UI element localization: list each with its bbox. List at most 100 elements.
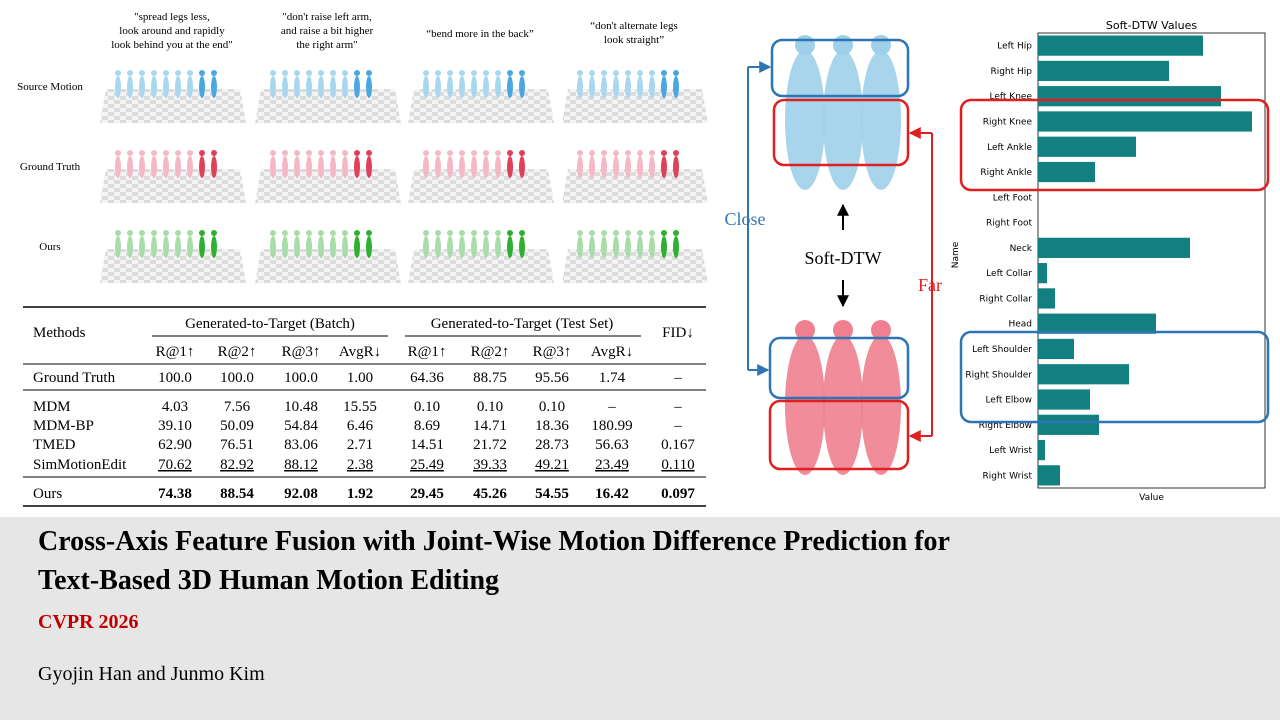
head	[589, 230, 595, 236]
body	[507, 76, 513, 98]
head	[115, 150, 121, 156]
header: R@1↑	[156, 344, 195, 360]
body	[270, 76, 276, 98]
highlight-box	[772, 98, 910, 167]
body	[447, 156, 453, 178]
head	[199, 230, 205, 236]
head	[471, 70, 477, 76]
head	[211, 70, 217, 76]
cell: 95.56	[535, 370, 569, 386]
y-tick-label: Left Ankle	[987, 143, 1032, 153]
floor	[562, 169, 708, 203]
cell: 15.55	[343, 399, 377, 415]
header: AvgR↓	[339, 344, 381, 360]
head	[318, 230, 324, 236]
head	[447, 150, 453, 156]
head	[649, 150, 655, 156]
body	[577, 236, 583, 258]
bar	[1038, 35, 1203, 56]
body	[861, 335, 901, 475]
cell: 2.71	[347, 437, 373, 453]
prompt: the right arm"	[296, 39, 357, 51]
cell: 49.21	[535, 457, 569, 473]
body	[435, 76, 441, 98]
head	[495, 230, 501, 236]
body	[577, 156, 583, 178]
body	[163, 156, 169, 178]
head	[435, 230, 441, 236]
cell: 0.110	[661, 457, 694, 473]
head	[507, 230, 513, 236]
body	[661, 236, 667, 258]
bar	[1038, 439, 1045, 461]
body	[318, 236, 324, 258]
body	[175, 236, 181, 258]
y-tick-label: Right Foot	[986, 219, 1032, 229]
body	[471, 156, 477, 178]
head	[151, 230, 157, 236]
head	[354, 150, 360, 156]
body	[519, 156, 525, 178]
cell: 54.55	[535, 486, 569, 502]
y-tick-label: Neck	[1010, 244, 1033, 254]
body	[673, 156, 679, 178]
motion-figure: "spread legs less, look around and rapidl…	[17, 11, 708, 283]
head	[637, 150, 643, 156]
cell: 4.03	[162, 399, 188, 415]
body	[649, 76, 655, 98]
body	[187, 76, 193, 98]
cell: 28.73	[535, 437, 569, 453]
floor	[100, 249, 246, 283]
head	[366, 70, 372, 76]
floor	[100, 89, 246, 123]
cell: 180.99	[591, 418, 632, 434]
cell: 45.26	[473, 486, 507, 502]
body	[785, 335, 825, 475]
body	[423, 76, 429, 98]
body	[447, 236, 453, 258]
body	[613, 76, 619, 98]
cell: MDM-BP	[33, 418, 94, 434]
body	[199, 156, 205, 178]
cell: 8.69	[414, 418, 440, 434]
body	[823, 335, 863, 475]
y-tick-label: Head	[1008, 320, 1032, 330]
body	[282, 236, 288, 258]
head	[649, 70, 655, 76]
head	[306, 70, 312, 76]
head	[601, 150, 607, 156]
cell: –	[673, 370, 682, 386]
head	[139, 150, 145, 156]
head	[423, 70, 429, 76]
head	[577, 150, 583, 156]
body	[127, 156, 133, 178]
floor	[100, 169, 246, 203]
head	[459, 230, 465, 236]
body	[649, 236, 655, 258]
body	[115, 156, 121, 178]
head	[649, 230, 655, 236]
head	[833, 35, 853, 55]
body	[507, 236, 513, 258]
head	[871, 320, 891, 340]
head	[163, 70, 169, 76]
authors: Gyojin Han and Junmo Kim	[38, 663, 265, 685]
head	[637, 230, 643, 236]
bar	[1038, 161, 1095, 183]
head	[294, 230, 300, 236]
head	[471, 230, 477, 236]
head	[115, 230, 121, 236]
header: AvgR↓	[591, 344, 633, 360]
highlight-box	[770, 38, 910, 98]
header: Generated-to-Target (Batch)	[185, 316, 355, 332]
y-axis-label: Name	[951, 241, 961, 268]
prompt: “don't alternate legs	[590, 20, 678, 32]
head	[306, 150, 312, 156]
bar	[1038, 389, 1090, 410]
body	[330, 76, 336, 98]
cell: 0.10	[477, 399, 503, 415]
floor	[408, 89, 554, 123]
head	[199, 150, 205, 156]
cell: 2.38	[347, 457, 373, 473]
bar	[1038, 313, 1156, 334]
